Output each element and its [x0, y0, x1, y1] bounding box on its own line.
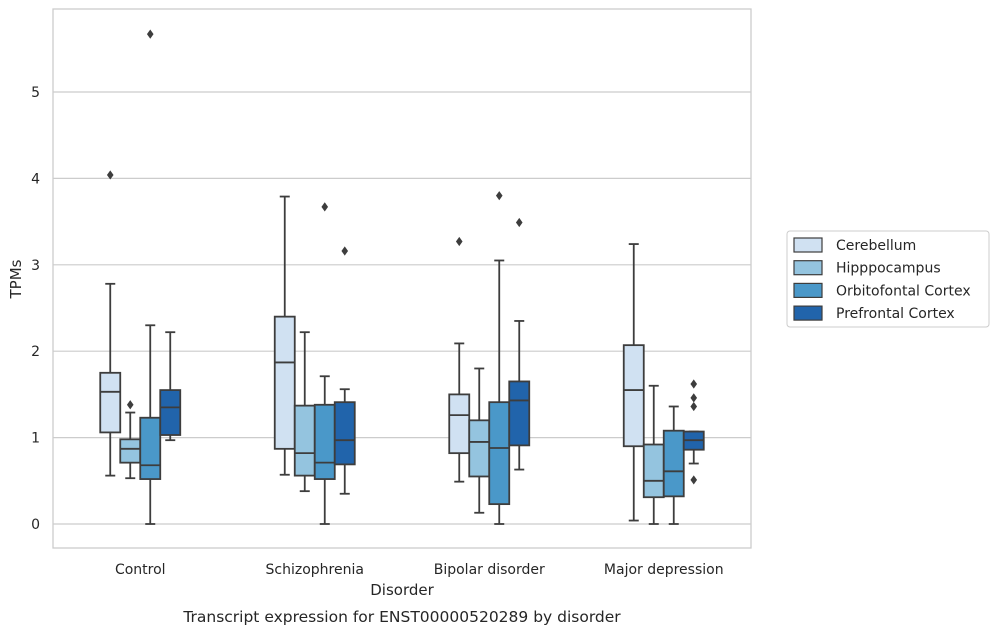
legend-swatch: [793, 305, 823, 321]
outlier-point: [515, 217, 523, 228]
x-tick-label: Bipolar disorder: [434, 562, 545, 578]
legend-label: Cerebellum: [836, 238, 916, 254]
x-tick-label: Major depression: [604, 562, 724, 578]
legend-swatch: [793, 282, 823, 298]
legend: Cerebellum Hipppocampus Orbitofontal Corte…: [786, 230, 990, 328]
y-axis-title: TPMs: [7, 259, 25, 299]
box: [508, 380, 531, 447]
outlier-point: [690, 475, 698, 485]
box: [642, 443, 665, 499]
legend-label: Prefrontal Cortex: [836, 306, 955, 322]
outlier-point: [341, 246, 349, 256]
outlier-point: [690, 379, 698, 389]
box: [99, 371, 122, 434]
outlier-point: [126, 400, 134, 410]
x-tick-label: Control: [115, 562, 166, 578]
y-tick-label: 5: [31, 85, 40, 101]
y-tick-label: 2: [31, 344, 40, 360]
box: [488, 401, 511, 506]
box-series: [99, 29, 705, 525]
x-tick-label: Schizophrenia: [266, 562, 364, 578]
box: [159, 389, 182, 436]
box: [333, 401, 356, 466]
outlier-point: [690, 393, 698, 403]
series-orbitofontal-cortex: [139, 29, 685, 525]
series-prefrontal-cortex: [159, 217, 705, 495]
outlier-point: [106, 170, 114, 180]
box: [448, 393, 471, 455]
outlier-point: [455, 236, 463, 247]
chart-caption: Transcript expression for ENST0000052028…: [182, 608, 621, 626]
outlier-point: [495, 191, 503, 201]
y-tick-label: 4: [31, 171, 40, 187]
legend-label: Hipppocampus: [836, 261, 941, 277]
legend-frame: [786, 230, 990, 328]
grid-lines: [53, 91, 751, 525]
box: [622, 344, 645, 448]
outlier-point: [690, 401, 698, 412]
y-tick-label: 0: [31, 517, 40, 533]
box: [313, 403, 336, 480]
plot-frame: [52, 8, 752, 549]
box: [662, 429, 685, 498]
box: [293, 404, 316, 477]
box: [119, 438, 142, 464]
outlier-point: [146, 29, 154, 39]
x-axis-title: Disorder: [370, 581, 434, 599]
outlier-point: [321, 202, 329, 212]
series-cerebellum: [99, 170, 645, 522]
y-tick-label: 1: [31, 431, 40, 447]
legend-swatch: [793, 260, 823, 276]
legend-label: Orbitofontal Cortex: [836, 283, 971, 299]
y-tick-label: 3: [31, 258, 40, 274]
y-tick-labels: 0 1 2 3 4 5: [31, 85, 40, 533]
box: [273, 315, 296, 450]
box: [468, 419, 491, 478]
legend-swatch: [793, 237, 823, 253]
x-tick-labels: Control Schizophrenia Bipolar disorder Majo…: [115, 562, 724, 578]
box: [139, 416, 162, 480]
